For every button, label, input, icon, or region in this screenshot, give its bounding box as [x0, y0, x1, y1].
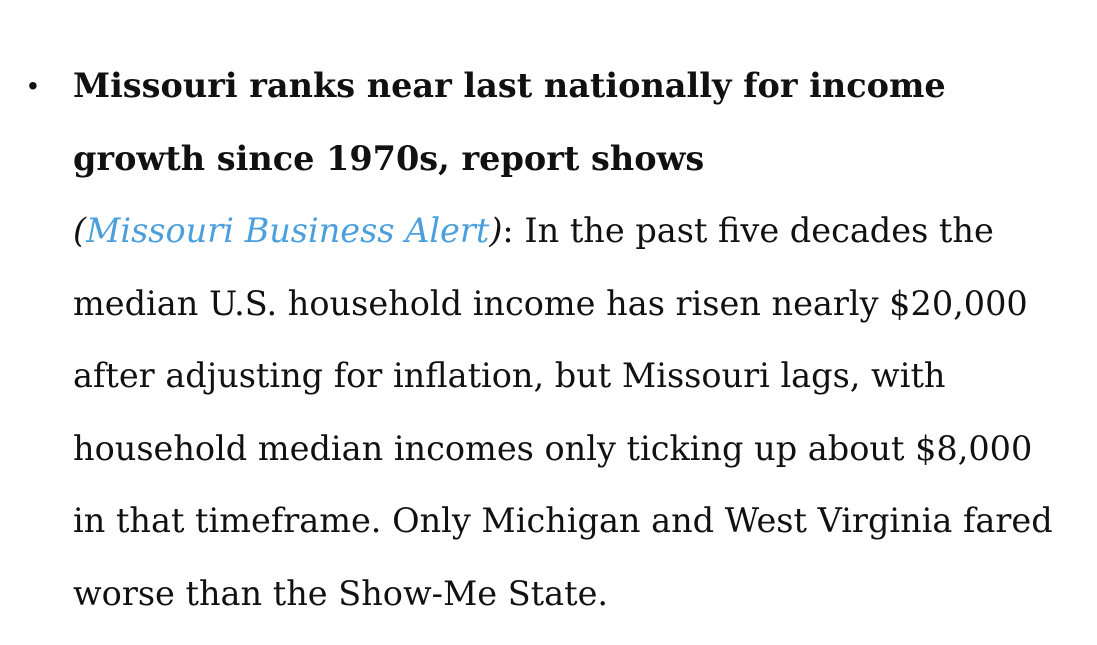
headline: Missouri ranks near last nationally for …: [73, 66, 946, 178]
source-link[interactable]: Missouri Business Alert: [86, 211, 490, 250]
source-separator: :: [502, 211, 514, 250]
body-text: In the past five decades the median U.S.…: [73, 211, 1053, 613]
source-open-paren: (: [73, 211, 87, 250]
source-close-paren: ): [489, 211, 503, 250]
news-item: • Missouri ranks near last nationally fo…: [28, 50, 1061, 630]
bullet-icon: •: [28, 70, 38, 101]
news-list: • Missouri ranks near last nationally fo…: [28, 50, 1061, 630]
